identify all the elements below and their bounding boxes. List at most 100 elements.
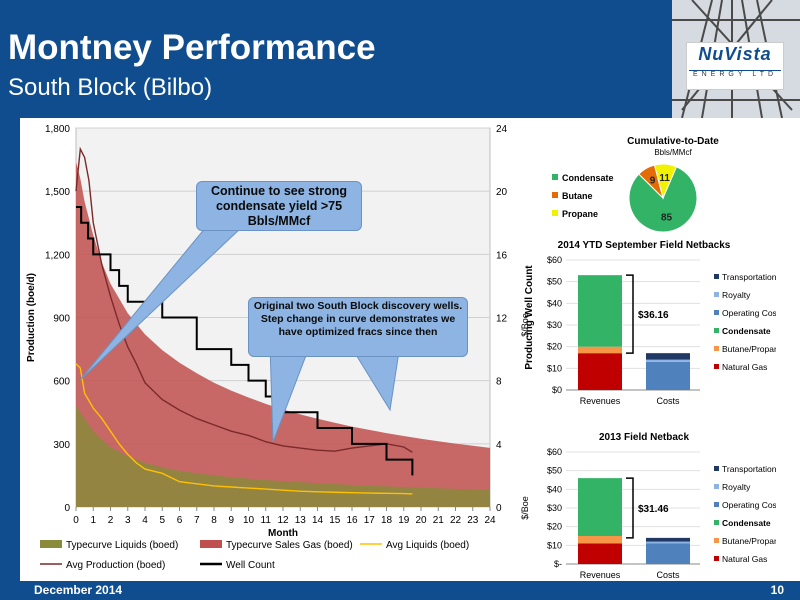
y-axis-label: Production (boe/d) [26,273,37,362]
slide-title: Montney Performance [8,28,376,67]
y-tick-label: $10 [547,363,562,373]
y2-axis-label: Producing Well Count [524,265,535,370]
x-tick-label: 17 [364,515,376,526]
x-tick-label: 3 [125,515,131,526]
y-tick-label: $20 [547,522,562,532]
pie-data-label: 85 [661,212,673,223]
x-tick-label: 18 [381,515,393,526]
y-tick-label: 300 [53,440,70,451]
legend-label: Avg Liquids (boed) [386,540,469,551]
series-typecurve-sales-gas [76,161,490,507]
y-axis-label: $/Boe [520,496,530,520]
legend-swatch [714,346,719,351]
pie-legend-swatch [552,174,558,180]
company-logo: NuVista ENERGY LTD [686,42,784,90]
x-tick-label: Costs [656,570,680,580]
left-accent-bar [0,118,20,581]
bar-costs-transportation [646,353,690,360]
legend-label: Butane/Propane [722,536,776,546]
bar-revenues-natural-gas [578,353,622,390]
legend-label: Operating Costs [722,500,776,510]
y-tick-label: $50 [547,466,562,476]
legend-swatch [714,520,719,525]
bar-revenues-butane-propane [578,536,622,544]
x-tick-label: 5 [159,515,165,526]
y-axis-label: $/Boe [520,313,530,337]
legend-swatch [714,274,719,279]
legend-swatch [200,540,222,548]
x-tick-label: 14 [312,515,324,526]
bar-revenues-condensate [578,275,622,347]
series-avg-liquids [75,363,413,495]
x-tick-label: 12 [277,515,289,526]
y-tick-label: $20 [547,342,562,352]
pie-subtitle: Bbls/MMcf [654,148,692,157]
y2-tick-label: 24 [496,124,508,135]
x-tick-label: 21 [433,515,445,526]
x-tick-label: 16 [346,515,358,526]
y-tick-label: 900 [53,314,70,325]
netback-title: 2014 YTD September Field Netbacks [558,240,731,251]
x-tick-label: 23 [467,515,479,526]
pie-legend-swatch [552,210,558,216]
y-tick-label: $60 [547,447,562,457]
legend-swatch [714,310,719,315]
x-tick-label: Revenues [580,570,621,580]
x-tick-label: 10 [243,515,255,526]
legend-label: Well Count [226,560,275,571]
logo-tagline: ENERGY LTD [689,70,781,78]
legend-label: Typecurve Liquids (boed) [66,540,178,551]
slide-header: Montney Performance South Block (Bilbo) … [0,0,800,118]
bar-costs-royalty [646,359,690,362]
slide-subtitle: South Block (Bilbo) [8,74,213,101]
y-tick-label: 1,800 [45,124,70,135]
netback-bracket [626,274,634,354]
legend-label: Operating Costs [722,308,776,318]
legend-swatch [714,292,719,297]
x-tick-label: 19 [398,515,410,526]
bar-revenues-condensate [578,478,622,536]
legend-swatch [714,364,719,369]
x-tick-label: 8 [211,515,217,526]
callout-discovery: Original two South Block discovery wells… [248,297,468,357]
netback-bracket [626,477,634,539]
pie-title: Cumulative-to-Date [627,136,719,147]
x-tick-label: 2 [108,515,114,526]
pie-legend-swatch [552,192,558,198]
y2-tick-label: 8 [496,377,502,388]
x-tick-label: 0 [73,515,79,526]
x-tick-label: Revenues [580,396,621,406]
y-tick-label: 0 [64,503,70,514]
legend-label: Natural Gas [722,362,767,372]
pie-legend-label: Butane [562,191,593,201]
slide-footer: December 2014 10 [0,581,800,600]
x-tick-label: 6 [177,515,183,526]
legend-swatch [714,484,719,489]
legend-swatch [714,328,719,333]
callout-condensate: Continue to see strong condensate yield … [196,181,362,231]
pie-legend-label: Condensate [562,173,614,183]
x-tick-label: 4 [142,515,148,526]
x-tick-label: 13 [295,515,307,526]
x-tick-label: 22 [450,515,462,526]
x-tick-label: 9 [228,515,234,526]
pie-data-label: 9 [650,176,656,187]
y2-tick-label: 4 [496,440,502,451]
y2-tick-label: 16 [496,250,508,261]
y-tick-label: 600 [53,377,70,388]
y-tick-label: $50 [547,277,562,287]
bar-costs-operating-costs [646,543,690,564]
y-tick-label: 1,500 [45,187,70,198]
pie-slice-condensate [628,166,698,233]
netback-2013-chart: 2013 Field Netback $- $10 $20 $30 $40 $50 $60 $/… [520,432,776,580]
logo-wordmark: NuVista [698,44,772,64]
x-tick-label: Costs [656,396,680,406]
legend-label: Avg Production (boed) [66,560,165,571]
legend-swatch [714,538,719,543]
bar-costs-operating-costs [646,361,690,390]
x-tick-label: 15 [329,515,341,526]
x-tick-label: 7 [194,515,200,526]
x-tick-label: 1 [90,515,96,526]
pie-legend-label: Propane [562,209,598,219]
